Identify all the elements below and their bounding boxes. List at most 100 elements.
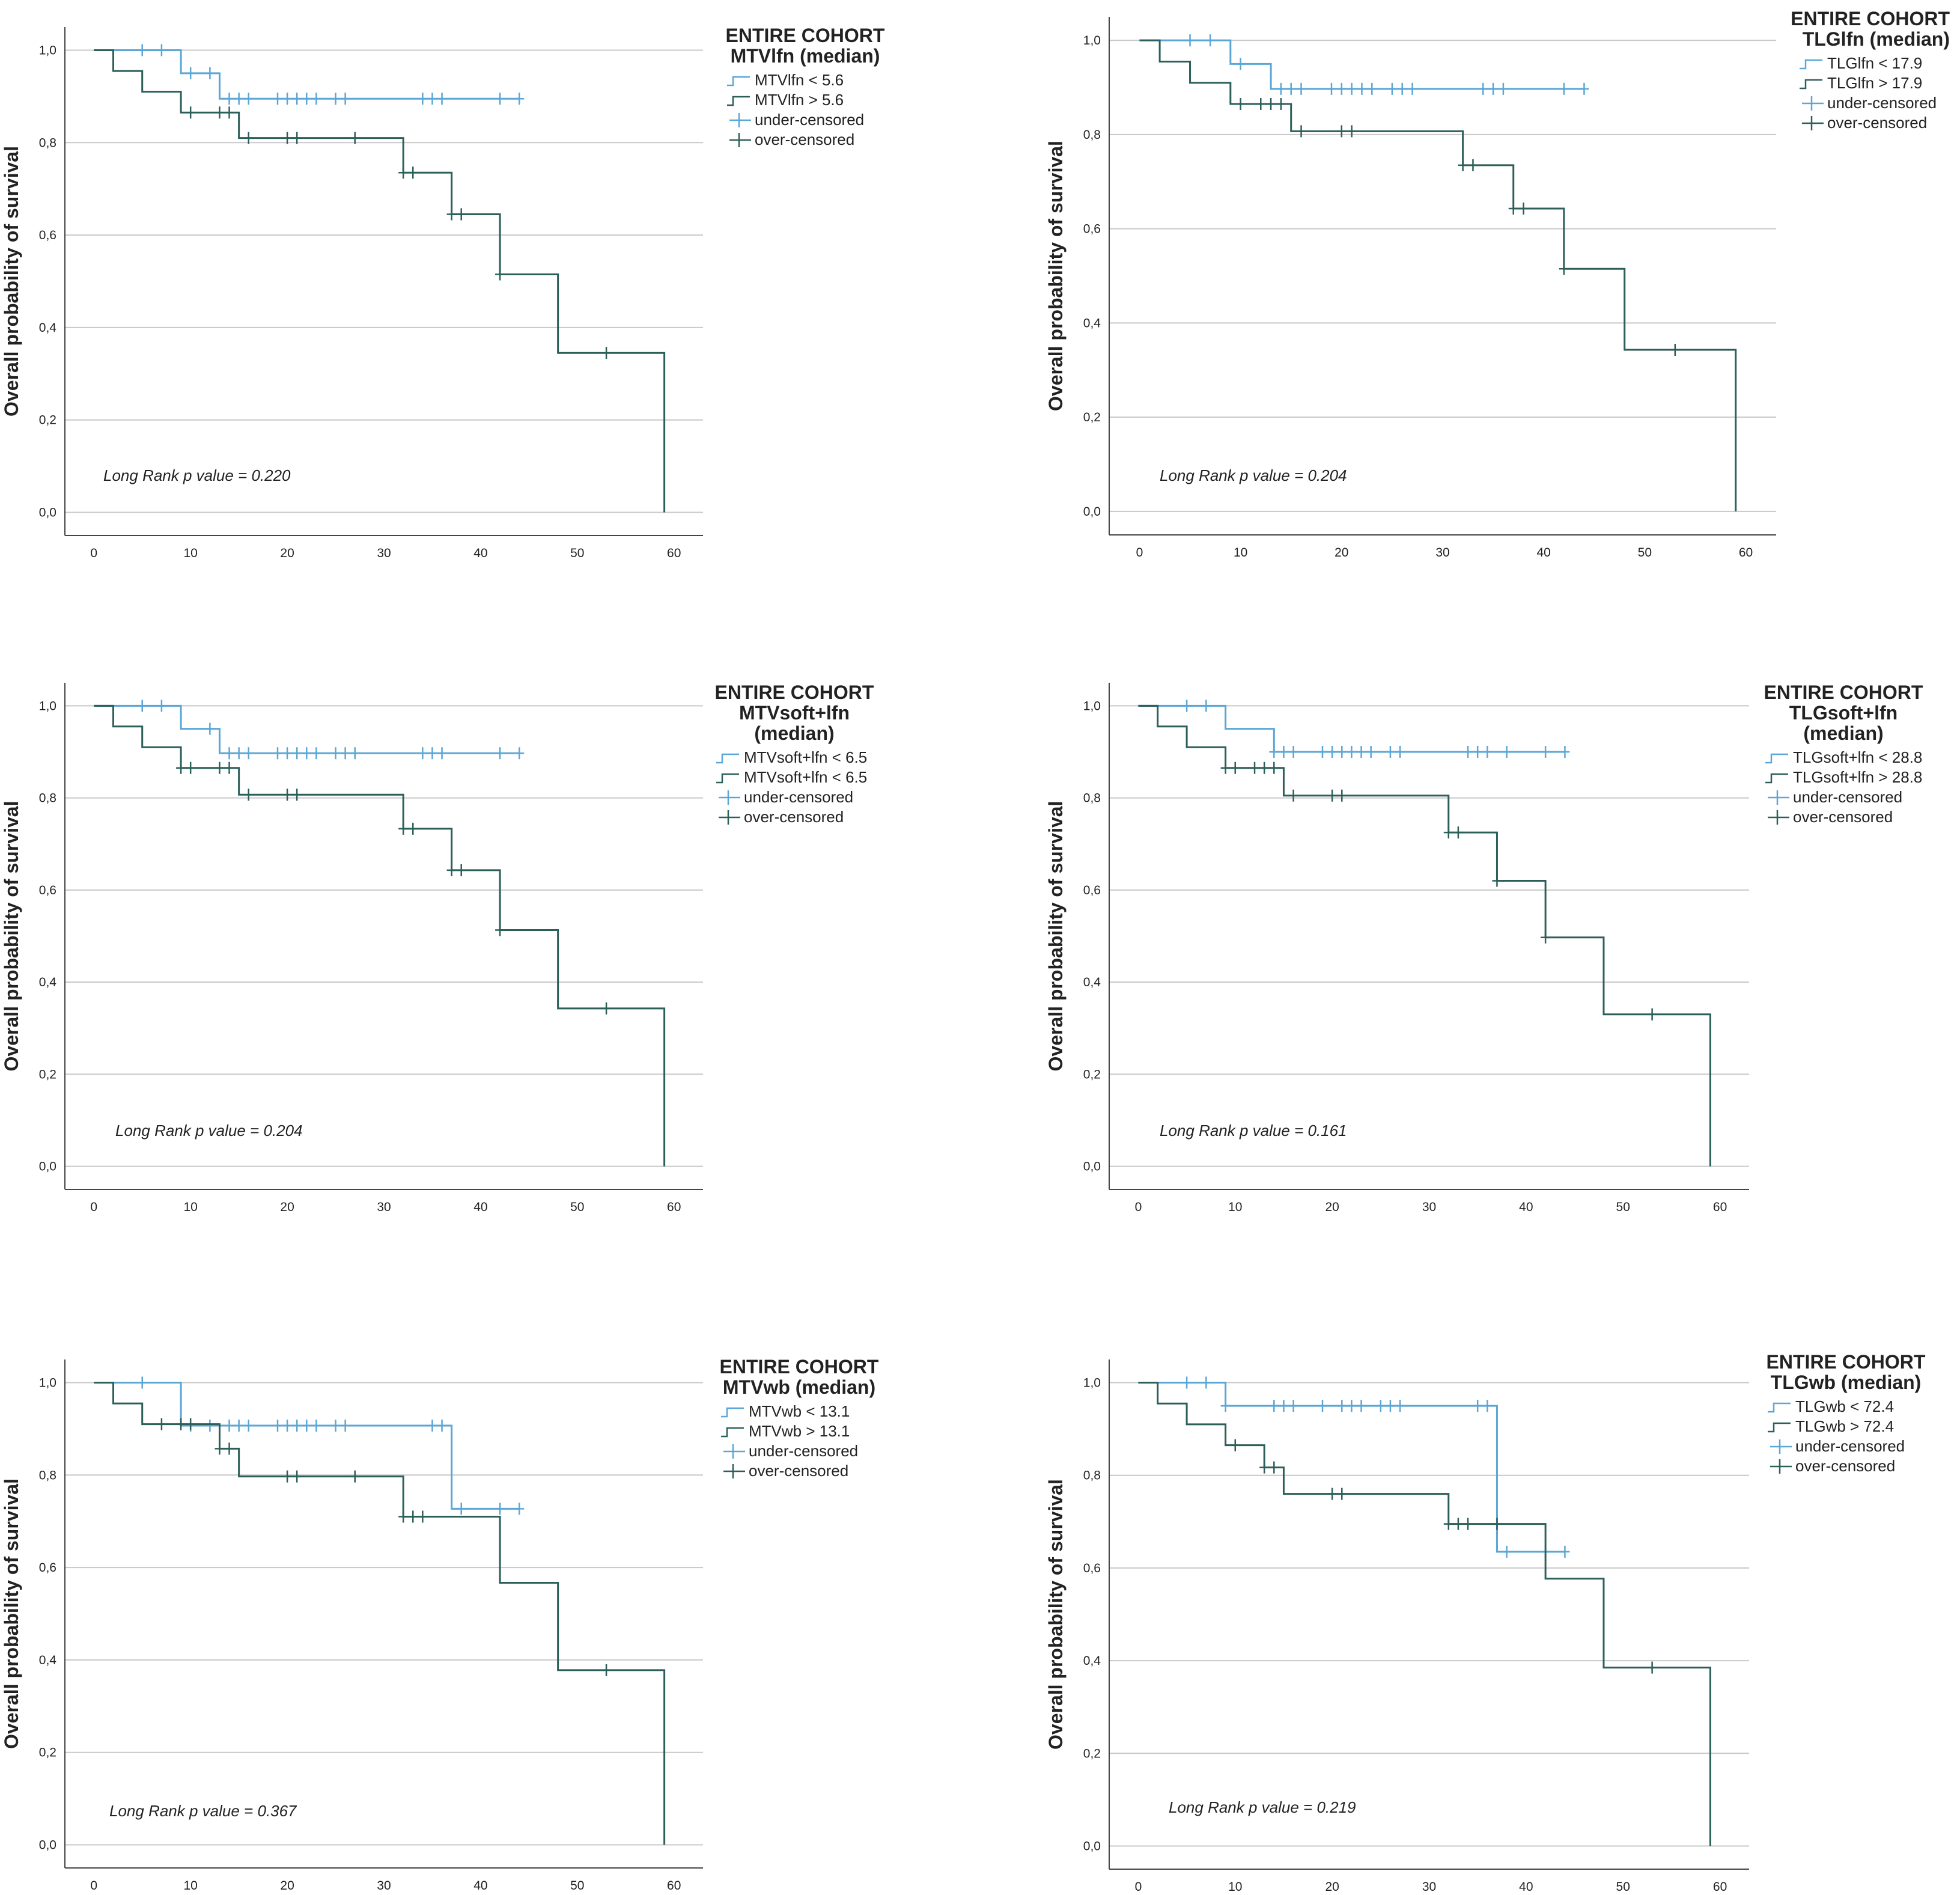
legend-title: ENTIRE COHORT bbox=[715, 682, 874, 703]
censor-mark bbox=[495, 93, 505, 105]
p-value-annotation: Long Rank p value = 0.161 bbox=[1160, 1121, 1347, 1140]
censor-mark bbox=[137, 44, 147, 56]
p-value-annotation: Long Rank p value = 0.220 bbox=[103, 466, 291, 484]
censor-mark bbox=[1337, 1488, 1347, 1500]
censor-mark bbox=[437, 747, 447, 760]
censor-mark bbox=[408, 1510, 418, 1523]
censor-mark bbox=[1397, 82, 1407, 95]
y-tick-label: 0,8 bbox=[1083, 128, 1101, 142]
legend-label: over-censored bbox=[744, 808, 844, 826]
censor-mark bbox=[1385, 745, 1395, 758]
legend-censor-swatch bbox=[1768, 790, 1789, 805]
censor-mark bbox=[1357, 82, 1367, 95]
x-tick-label: 10 bbox=[1228, 1880, 1242, 1894]
censor-mark bbox=[186, 106, 196, 119]
legend-title: MTVsoft+lfn bbox=[739, 702, 850, 724]
censor-mark bbox=[514, 1503, 525, 1515]
x-tick-label: 30 bbox=[377, 1200, 391, 1214]
legend-swatch bbox=[721, 1427, 744, 1438]
survival-curve-high bbox=[94, 1381, 666, 1845]
y-axis-title: Overall probability of survival bbox=[1, 1478, 22, 1749]
censor-mark bbox=[1337, 789, 1347, 802]
censor-mark bbox=[601, 1664, 612, 1676]
y-tick-label: 0,4 bbox=[39, 975, 57, 989]
y-tick-label: 1,0 bbox=[39, 43, 56, 57]
censor-mark bbox=[1347, 745, 1357, 758]
x-tick-label: 50 bbox=[1638, 546, 1652, 560]
censor-mark bbox=[1478, 82, 1488, 95]
legend-label: under-censored bbox=[1793, 788, 1902, 806]
legend-label: under-censored bbox=[1795, 1437, 1905, 1455]
censor-mark bbox=[350, 132, 360, 144]
censor-mark bbox=[273, 1419, 282, 1432]
legend-title: MTVwb (median) bbox=[723, 1376, 875, 1398]
censor-mark bbox=[243, 132, 254, 144]
censor-mark bbox=[1443, 1518, 1453, 1530]
censor-mark bbox=[1647, 1008, 1657, 1021]
censor-mark bbox=[137, 1376, 147, 1389]
censor-mark bbox=[205, 67, 215, 79]
legend-swatch bbox=[727, 96, 750, 106]
censor-mark bbox=[1259, 1461, 1270, 1474]
survival-curve-high bbox=[94, 704, 666, 1167]
censor-mark bbox=[340, 747, 350, 760]
x-tick-label: 60 bbox=[1713, 1880, 1727, 1894]
y-tick-label: 0,0 bbox=[39, 1839, 56, 1852]
x-tick-label: 60 bbox=[667, 546, 681, 560]
censor-mark bbox=[1182, 1376, 1192, 1389]
x-tick-label: 10 bbox=[1228, 1200, 1242, 1214]
legend-label: MTVwb > 13.1 bbox=[749, 1422, 850, 1440]
x-tick-label: 0 bbox=[1135, 1200, 1142, 1214]
censor-mark bbox=[1453, 826, 1463, 839]
censor-mark bbox=[1336, 125, 1347, 138]
legend-censor-swatch bbox=[719, 810, 740, 825]
km-chart-5: 0,0 0,2 0,4 0,6 0,8 1,0 0 10 20 30 40 50 60 Overall p… bbox=[1, 1356, 879, 1893]
censor-mark bbox=[224, 1419, 234, 1432]
y-tick-label: 1,0 bbox=[39, 1376, 56, 1390]
legend-censor-swatch bbox=[729, 133, 751, 147]
censor-mark bbox=[1276, 97, 1286, 110]
censor-mark bbox=[205, 1419, 215, 1432]
censor-mark bbox=[282, 1470, 293, 1483]
censor-mark bbox=[437, 93, 447, 105]
legend-label: MTVlfn > 5.6 bbox=[755, 91, 844, 109]
censor-mark bbox=[1269, 761, 1279, 774]
y-tick-label: 0,4 bbox=[1083, 1654, 1101, 1668]
km-chart-6: 0,0 0,2 0,4 0,6 0,8 1,0 0 10 20 30 40 50 60 Overall p… bbox=[1045, 1351, 1926, 1894]
x-tick-label: 20 bbox=[1325, 1880, 1339, 1894]
y-tick-label: 0,0 bbox=[1083, 1839, 1101, 1853]
censor-mark bbox=[398, 166, 409, 179]
y-tick-label: 0,4 bbox=[39, 321, 57, 335]
legend-swatch bbox=[716, 753, 739, 764]
y-tick-label: 0,0 bbox=[39, 1160, 56, 1174]
censor-mark bbox=[495, 268, 505, 281]
censor-mark bbox=[1276, 82, 1286, 95]
censor-mark bbox=[1288, 745, 1298, 758]
x-tick-label: 50 bbox=[570, 1200, 584, 1214]
y-axis-title: Overall probability of survival bbox=[1, 146, 22, 417]
legend-label: over-censored bbox=[1827, 114, 1927, 132]
legend-censor-swatch bbox=[729, 113, 751, 127]
legend-title: ENTIRE COHORT bbox=[1791, 8, 1950, 29]
x-tick-label: 40 bbox=[473, 1879, 487, 1893]
censor-mark bbox=[1647, 1661, 1657, 1674]
censor-mark bbox=[408, 822, 418, 835]
censor-mark bbox=[292, 789, 302, 801]
censor-mark bbox=[1492, 874, 1502, 887]
censor-mark bbox=[1541, 931, 1551, 944]
censor-mark bbox=[437, 1419, 447, 1432]
y-tick-label: 0,6 bbox=[39, 1561, 56, 1575]
censor-mark bbox=[234, 1419, 244, 1432]
censor-mark bbox=[1407, 82, 1417, 95]
censor-mark bbox=[186, 761, 196, 774]
censor-mark bbox=[1375, 1400, 1386, 1412]
censor-mark bbox=[282, 1419, 293, 1432]
km-chart-4: 0,0 0,2 0,4 0,6 0,8 1,0 0 10 20 30 40 50 60 Overall p… bbox=[1045, 682, 1923, 1214]
y-tick-label: 0,0 bbox=[1083, 1160, 1101, 1174]
censor-mark bbox=[292, 1470, 302, 1483]
y-tick-label: 0,6 bbox=[1083, 883, 1101, 897]
censor-mark bbox=[1269, 745, 1279, 758]
